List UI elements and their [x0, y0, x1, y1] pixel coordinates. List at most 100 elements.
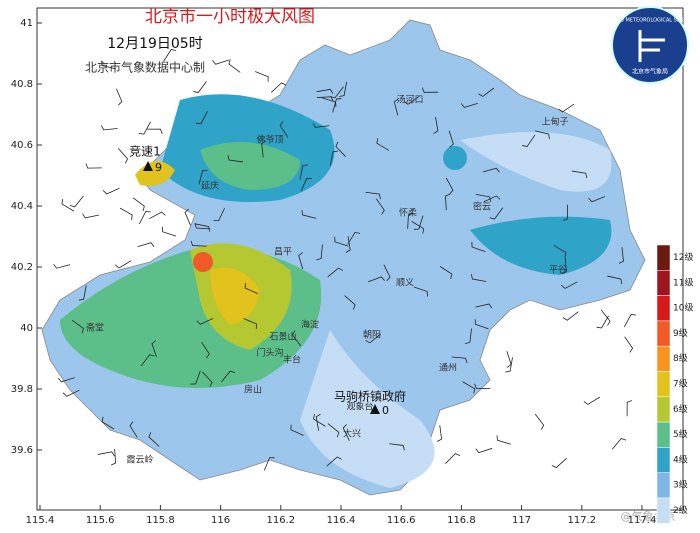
- wind-barb: [263, 457, 275, 471]
- wind-barb: [347, 231, 361, 245]
- logo-name: 北京市气象局: [632, 68, 668, 76]
- wind-barb: [451, 356, 468, 364]
- y-tick-label: 40.4: [11, 201, 33, 212]
- wind-barb: [411, 221, 425, 234]
- wind-barbs: [53, 49, 637, 471]
- place-label: 斋堂: [86, 322, 104, 334]
- wind-barb: [213, 207, 225, 222]
- legend-label: 6级: [673, 403, 688, 415]
- wind-barb: [583, 396, 600, 405]
- legend-swatch: [656, 371, 671, 398]
- wind-barb: [279, 121, 289, 138]
- wind-barb: [316, 244, 323, 261]
- wind-barb: [413, 215, 424, 230]
- wind-barb: [474, 319, 489, 330]
- wind-barb: [196, 318, 214, 325]
- wind-barb: [244, 282, 259, 295]
- wind-barb: [470, 274, 487, 282]
- wind-barb: [146, 128, 163, 135]
- wind-barb: [601, 309, 611, 326]
- wind-barb: [101, 125, 118, 131]
- wind-barb: [202, 371, 213, 388]
- wind-barb: [313, 414, 326, 427]
- wind-barb: [82, 213, 100, 219]
- wind-barb: [482, 167, 500, 173]
- legend-swatch: [656, 295, 671, 322]
- place-label: 海淀: [301, 319, 319, 331]
- place-label: 霞云岭: [126, 454, 153, 466]
- legend-label: 8级: [673, 352, 688, 364]
- wind-barb: [190, 370, 201, 385]
- x-tick-label: 116: [211, 515, 230, 526]
- legend-swatch: [656, 421, 671, 448]
- wind-barb: [534, 413, 545, 430]
- wind-barb: [184, 208, 191, 226]
- x-tick-label: 117.4: [628, 515, 657, 526]
- place-label: 密云: [473, 201, 491, 213]
- wind-barb: [315, 413, 321, 431]
- wind-barb: [489, 207, 504, 220]
- wind-barb: [117, 148, 129, 164]
- wind-barb: [151, 340, 157, 358]
- wind-barb: [110, 448, 117, 466]
- legend-label: 5级: [673, 428, 688, 440]
- wind-barb: [299, 164, 308, 180]
- legend-label: 7级: [673, 378, 688, 390]
- legend-swatch: [656, 270, 671, 296]
- wind-barb: [376, 198, 385, 215]
- wind-barb: [439, 266, 453, 280]
- wind-barb: [624, 336, 634, 353]
- wind-barb: [243, 318, 257, 329]
- x-tick-label: 116.4: [327, 515, 356, 526]
- wind-barb: [316, 88, 334, 94]
- wind-barb: [300, 178, 312, 192]
- wind-barb: [228, 59, 241, 73]
- x-tick-label: 115.8: [146, 515, 175, 526]
- title: 北京市一小时极大风图: [145, 7, 315, 27]
- wind-barb: [139, 211, 151, 225]
- place-label: 大兴: [343, 428, 361, 440]
- wind-barb: [445, 453, 461, 464]
- place-label: 观象台: [346, 401, 373, 413]
- station-marker: [143, 161, 153, 171]
- wind-barb: [571, 170, 588, 179]
- x-tick-label: 117.2: [567, 515, 596, 526]
- legend-label: 9级: [673, 327, 688, 339]
- wind-barb: [312, 122, 330, 128]
- wind-barb: [421, 87, 439, 93]
- place-label: 通州: [439, 363, 457, 374]
- legend-swatch: [656, 497, 671, 524]
- wind-barb: [335, 141, 346, 157]
- wind-barb: [558, 103, 575, 113]
- wind-barb: [301, 209, 317, 219]
- place-label: 顺义: [396, 278, 414, 289]
- wind-barb: [483, 195, 501, 203]
- wind-barb: [475, 447, 493, 454]
- wind-barb: [365, 333, 382, 344]
- wind-barb: [342, 424, 350, 441]
- wind-barb: [506, 350, 512, 368]
- wind-barb: [607, 275, 623, 285]
- wind-barb: [193, 81, 207, 94]
- wind-barb: [553, 244, 567, 258]
- place-label: 石景山: [269, 332, 296, 343]
- wind-barb: [190, 240, 207, 247]
- wind-barb: [102, 187, 120, 195]
- legend-label: 4级: [673, 453, 688, 465]
- y-tick-label: 40.6: [11, 140, 33, 151]
- place-label: 朝阳: [363, 330, 381, 341]
- wind-barb: [332, 98, 342, 113]
- logo-text: BEIJING METEOROLOGICAL SERVICE: [605, 18, 695, 24]
- wind-barb: [339, 81, 348, 97]
- place-label: 房山: [244, 384, 262, 396]
- wind-barb: [194, 223, 210, 232]
- legend-swatch: [656, 396, 671, 423]
- wind-barb: [227, 155, 244, 163]
- wind-barb: [618, 247, 624, 264]
- place-label: 佛爷顶: [256, 134, 283, 146]
- wind-barb: [148, 432, 160, 447]
- wind-barb: [475, 303, 493, 309]
- legend-label: 10级: [673, 302, 693, 314]
- wind-barb: [114, 260, 132, 269]
